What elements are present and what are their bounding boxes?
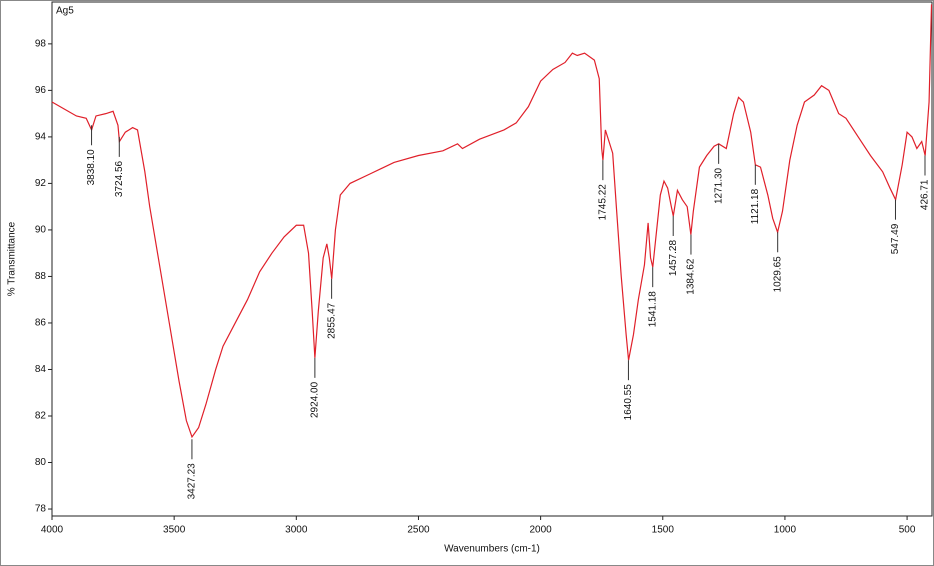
y-tick-label: 82 <box>35 411 47 422</box>
y-tick-label: 96 <box>35 85 47 96</box>
y-tick-label: 86 <box>35 318 47 329</box>
peak-label: 1384.62 <box>686 258 697 295</box>
peak-label: 1029.65 <box>772 256 783 293</box>
y-tick-label: 92 <box>35 178 47 189</box>
peak-label: 1541.18 <box>647 291 658 328</box>
legend-label: Ag5 <box>56 6 74 17</box>
y-tick-label: 78 <box>35 504 47 515</box>
x-tick-label: 2000 <box>529 525 552 536</box>
peak-label: 426.71 <box>920 179 931 210</box>
x-tick-label: 4000 <box>41 525 64 536</box>
peak-label: 2924.00 <box>310 381 321 418</box>
peak-label: 2855.47 <box>326 302 337 339</box>
peak-label: 1745.22 <box>598 184 609 221</box>
y-tick-label: 80 <box>35 457 47 468</box>
y-tick-label: 84 <box>35 364 47 375</box>
peak-label: 1457.28 <box>668 240 679 277</box>
peak-label: 1121.18 <box>750 188 761 224</box>
y-tick-label: 90 <box>35 225 47 236</box>
x-tick-label: 3500 <box>163 525 186 536</box>
peak-label: 1271.30 <box>713 167 724 204</box>
x-tick-label: 500 <box>899 525 916 536</box>
y-tick-label: 88 <box>35 271 47 282</box>
x-tick-label: 3000 <box>285 525 308 536</box>
y-axis-title: % Transmittance <box>7 221 18 296</box>
spectrum-line <box>51 4 933 439</box>
y-tick-label: 94 <box>35 132 47 143</box>
peak-label: 3838.10 <box>86 149 97 186</box>
x-tick-label: 2500 <box>407 525 430 536</box>
x-tick-label: 1500 <box>652 525 675 536</box>
peak-label: 1640.55 <box>623 384 634 421</box>
y-tick-label: 98 <box>35 39 47 50</box>
x-axis-title: Wavenumbers (cm-1) <box>444 544 540 555</box>
x-tick-label: 1000 <box>774 525 797 536</box>
peak-label: 547.49 <box>890 223 901 254</box>
peak-label: 3427.23 <box>187 463 198 500</box>
plot-area <box>51 1 933 517</box>
peak-label: 3724.56 <box>114 160 125 197</box>
